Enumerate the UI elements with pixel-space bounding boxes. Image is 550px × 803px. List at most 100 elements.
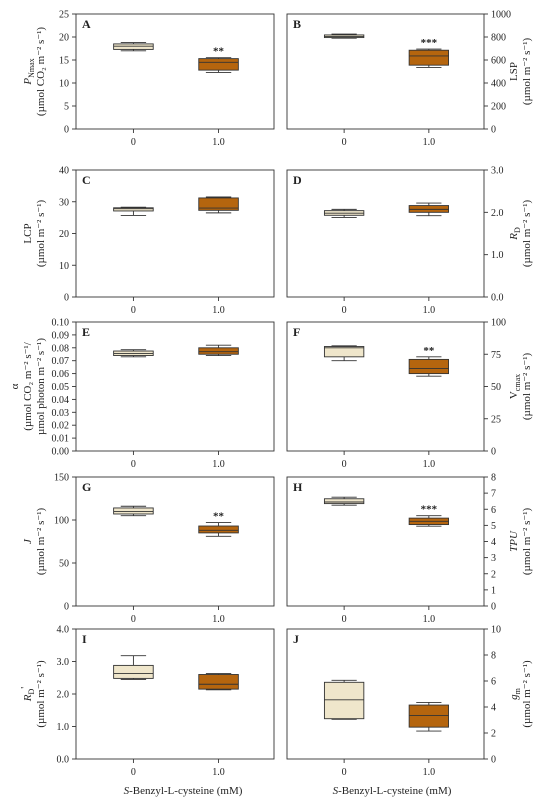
y-tick-label: 0.07 — [52, 356, 70, 367]
plot-frame — [286, 476, 485, 607]
y-tick-label: 3.0 — [491, 166, 504, 177]
y-axis-unit: (µmol m⁻² s⁻¹) — [521, 200, 533, 268]
y-tick-label: 0 — [491, 602, 496, 613]
y-label-subscript: m — [513, 687, 522, 694]
box-iqr — [198, 58, 239, 71]
x-tick-label: 1.0 — [423, 767, 436, 778]
y-label-main: TPU — [508, 530, 520, 552]
x-label-rest: -Benzyl-L-cysteine (mM) — [338, 785, 452, 797]
plot-frame — [75, 321, 275, 452]
panel-letter: H — [293, 480, 303, 494]
significance-stars: *** — [421, 37, 438, 49]
x-label-italic-prefix: S — [124, 785, 130, 797]
y-tick-label: 4 — [491, 537, 496, 548]
y-tick-label: 6 — [491, 505, 496, 516]
y-axis-unit: (µmol m⁻² s⁻¹) — [35, 508, 47, 576]
y-tick-label: 75 — [491, 350, 501, 361]
y-tick-label: 4.0 — [57, 625, 70, 636]
panel-a: 0 5 10 15 20 25 0 1.0 ** A PNmax (µmol CO₂ m⁻² s⁻¹) — [22, 10, 275, 148]
x-tick-label: 0 — [131, 767, 136, 778]
y-tick-label: 0 — [491, 125, 496, 136]
y-label-main: R — [22, 694, 34, 702]
x-tick-label: 0 — [131, 137, 136, 148]
panel-j: 0 2 4 6 8 10 0 1.0 Jgm (µmol m⁻² s⁻¹) — [286, 625, 533, 778]
y-label-subscript: D — [27, 689, 36, 695]
y-tick-label: 0.0 — [491, 293, 504, 304]
panel-g: 0 50 100 150 0 1.0 ** G J (µmol m⁻² s⁻¹) — [22, 473, 275, 625]
x-tick-label: 1.0 — [212, 459, 225, 470]
x-tick-label: 1.0 — [423, 614, 436, 625]
panel-letter: B — [293, 17, 301, 31]
box-control — [113, 42, 154, 52]
box-treated — [198, 196, 239, 214]
y-tick-label: 0.04 — [52, 395, 70, 406]
y-tick-label: 0 — [491, 755, 496, 766]
y-axis-unit: (µmol CO₂ m⁻² s⁻¹/ — [22, 341, 34, 431]
y-axis-label: LCP — [22, 223, 34, 243]
box-control — [113, 206, 154, 216]
x-axis-label-left: S-Benzyl-L-cysteine (mM) — [124, 785, 243, 797]
plot-frame — [75, 169, 275, 298]
panel-letter: G — [82, 480, 91, 494]
y-tick-label: 0.02 — [52, 421, 70, 432]
y-tick-label: 20 — [59, 33, 69, 44]
y-label-main: LSP — [508, 62, 520, 81]
y-tick-label: 800 — [491, 33, 506, 44]
x-tick-label: 0 — [342, 137, 347, 148]
y-label-main: LCP — [22, 223, 34, 243]
panel-letter: I — [82, 632, 87, 646]
y-axis-label: LSP — [508, 62, 520, 81]
box-control — [113, 655, 154, 680]
y-tick-label: 5 — [64, 102, 69, 113]
y-tick-label: 30 — [59, 197, 69, 208]
y-label-subscript: Nmax — [27, 58, 36, 78]
y-tick-label: 3 — [491, 553, 496, 564]
box-control — [113, 505, 154, 517]
y-axis-unit: (µmol m⁻² s⁻¹) — [521, 660, 533, 728]
y-axis-unit: (µmol m⁻² s⁻¹) — [35, 660, 47, 728]
y-tick-label: 50 — [59, 559, 69, 570]
box-iqr — [323, 681, 365, 720]
significance-stars: ** — [213, 46, 225, 58]
x-axis-label-right: S-Benzyl-L-cysteine (mM) — [333, 785, 452, 797]
y-tick-label: 4 — [491, 703, 496, 714]
x-tick-label: 0 — [342, 459, 347, 470]
x-tick-label: 1.0 — [423, 459, 436, 470]
y-tick-label: 25 — [59, 10, 69, 21]
y-label-subscript: cmax — [513, 374, 522, 391]
box-iqr — [113, 664, 154, 679]
y-tick-label: 0 — [64, 293, 69, 304]
box-iqr — [408, 358, 449, 375]
plot-frame — [286, 321, 485, 452]
y-tick-label: 20 — [59, 229, 69, 240]
y-tick-label: 0.0 — [57, 755, 70, 766]
y-tick-label: 1.0 — [57, 722, 70, 733]
plot-frame — [75, 628, 275, 760]
box-treated — [198, 344, 239, 356]
x-tick-label: 0 — [342, 767, 347, 778]
box-treated: *** — [408, 504, 449, 527]
y-tick-label: 100 — [491, 318, 506, 329]
x-tick-label: 1.0 — [423, 305, 436, 316]
panel-c: 0 10 20 30 40 0 1.0 C LCP (µmol m⁻² s⁻¹) — [22, 166, 275, 316]
y-tick-label: 0.03 — [52, 408, 70, 419]
y-tick-label: 200 — [491, 102, 506, 113]
x-tick-label: 0 — [131, 614, 136, 625]
y-tick-label: 15 — [59, 56, 69, 67]
y-tick-label: 5 — [491, 521, 496, 532]
y-tick-label: 0 — [64, 602, 69, 613]
y-tick-label: 2.0 — [491, 208, 504, 219]
y-label-main: J — [22, 538, 34, 544]
y-label-main: V — [508, 391, 520, 399]
x-tick-label: 1.0 — [212, 137, 225, 148]
plot-frame — [75, 476, 275, 607]
y-tick-label: 2 — [491, 569, 496, 580]
significance-stars: ** — [213, 511, 225, 523]
box-iqr — [113, 207, 154, 212]
y-axis-unit: (µmol m⁻² s⁻¹) — [35, 200, 47, 268]
panel-letter: A — [82, 17, 91, 31]
panel-letter: J — [293, 632, 299, 646]
